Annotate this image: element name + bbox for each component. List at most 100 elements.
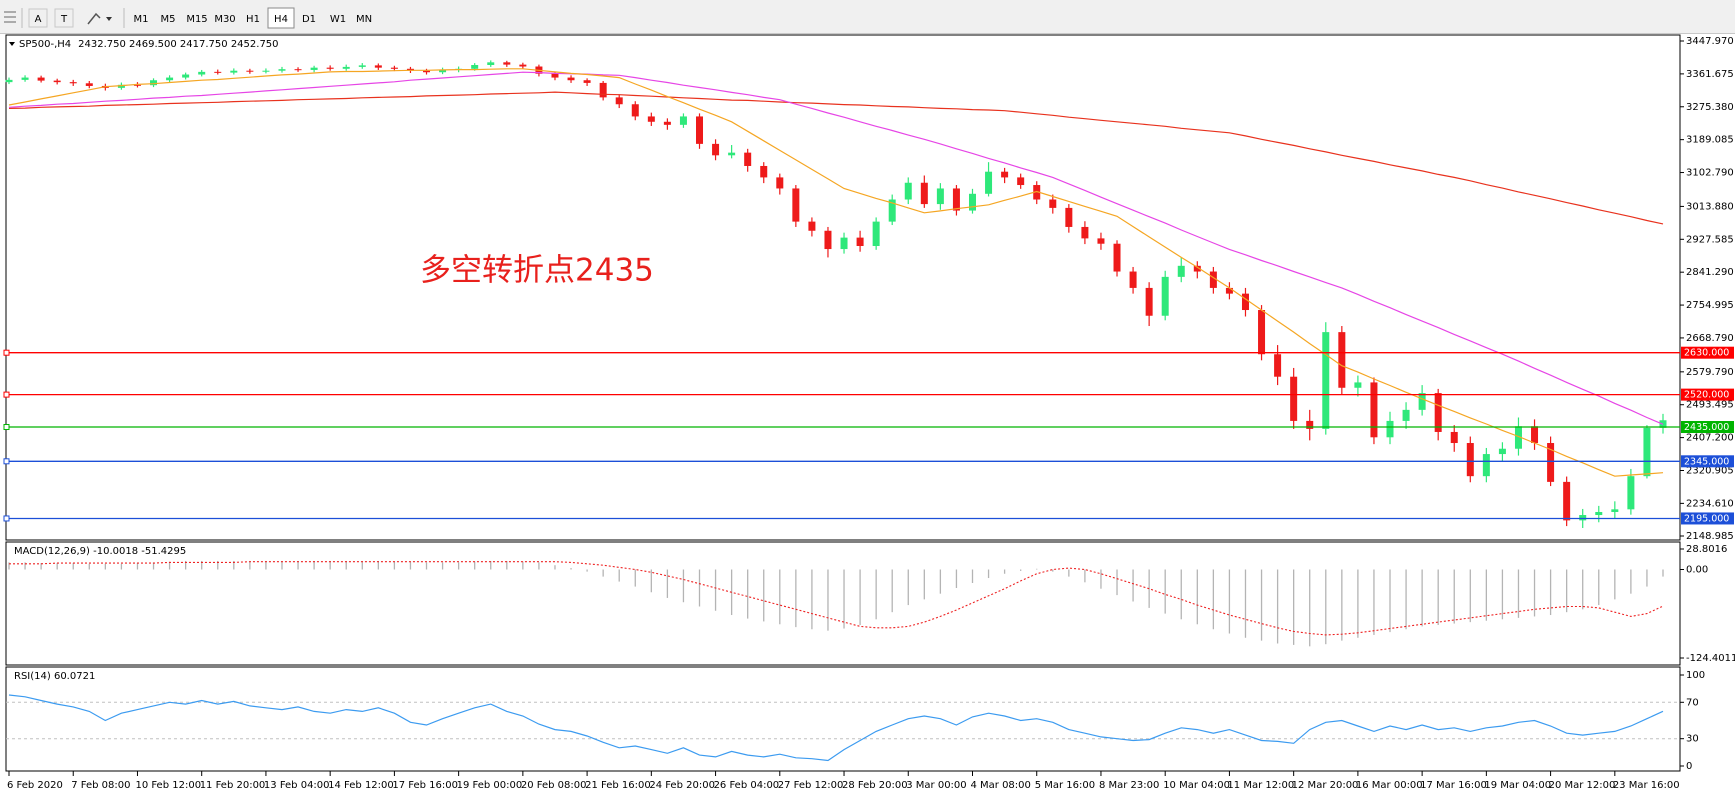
- tool-label[interactable]: T: [60, 14, 68, 25]
- level-marker: [3, 391, 10, 398]
- candle-body: [952, 188, 960, 211]
- draw-tool-icon[interactable]: [87, 12, 101, 25]
- moving-average: [8, 91, 1664, 225]
- dropdown-icon[interactable]: [106, 17, 112, 21]
- candle-body: [278, 69, 286, 71]
- x-tick-label: 24 Feb 20:00: [649, 780, 715, 791]
- candle-body: [1627, 476, 1635, 510]
- x-tick-label: 7 Feb 08:00: [71, 780, 130, 791]
- y-tick-label: 3102.790: [1686, 168, 1734, 179]
- timeframe-label[interactable]: M30: [214, 14, 235, 25]
- toolbar-icons: [4, 8, 125, 28]
- candle-body: [423, 70, 431, 73]
- candle-body: [1209, 271, 1217, 288]
- x-tick-label: 5 Mar 16:00: [1035, 780, 1095, 791]
- candle-body: [1354, 382, 1362, 388]
- candle-body: [117, 84, 125, 88]
- candle-body: [567, 77, 575, 81]
- x-tick-label: 11 Feb 20:00: [200, 780, 266, 791]
- candle-body: [1033, 185, 1041, 200]
- y-tick-label: 3361.675: [1686, 69, 1734, 80]
- candle-body: [824, 230, 832, 250]
- timeframe-label[interactable]: M1: [134, 14, 149, 25]
- candle-body: [471, 64, 479, 69]
- candle-body: [262, 70, 270, 72]
- candle-body: [1466, 443, 1474, 477]
- candle-body: [374, 65, 382, 68]
- candle-body: [792, 188, 800, 222]
- candle-body: [679, 116, 687, 125]
- x-tick-label: 4 Mar 08:00: [970, 780, 1030, 791]
- y-tick-label: 2579.790: [1686, 367, 1734, 378]
- x-tick-label: 14 Feb 12:00: [328, 780, 394, 791]
- panel-frame: [5, 541, 1681, 666]
- timeframe-label[interactable]: H1: [246, 14, 260, 25]
- candle-body: [1514, 426, 1522, 449]
- candle-body: [615, 97, 623, 105]
- x-tick-label: 23 Mar 16:00: [1613, 780, 1680, 791]
- level-label: 2345.000: [1684, 456, 1729, 467]
- x-tick-label: 20 Mar 12:00: [1549, 780, 1616, 791]
- y-tick-label: 2668.790: [1686, 333, 1734, 344]
- level-label-box: [1681, 455, 1734, 468]
- candle-body: [326, 67, 334, 69]
- y-tick-label: 2754.995: [1686, 300, 1734, 311]
- level-label: 2520.000: [1684, 390, 1729, 401]
- y-tick-label: 70: [1686, 697, 1699, 708]
- candle-body: [631, 104, 639, 117]
- level-marker: [3, 424, 10, 431]
- candle-body: [1386, 420, 1394, 438]
- level-marker: [3, 458, 10, 465]
- y-tick-label: 2234.610: [1686, 498, 1734, 509]
- x-tick-label: 20 Feb 08:00: [521, 780, 587, 791]
- candle-body: [182, 74, 190, 78]
- candle-body: [69, 82, 77, 84]
- candle-body: [133, 84, 141, 86]
- candle-body: [487, 62, 495, 65]
- candle-body: [888, 199, 896, 222]
- timeframe-label[interactable]: W1: [330, 14, 346, 25]
- y-tick-label: 3189.085: [1686, 135, 1734, 146]
- x-tick-label: 16 Mar 00:00: [1356, 780, 1423, 791]
- candle-body: [5, 79, 13, 83]
- y-tick-label: 3275.380: [1686, 102, 1734, 113]
- x-tick-label: 21 Feb 16:00: [585, 780, 651, 791]
- timeframe-label[interactable]: M15: [186, 14, 207, 25]
- timeframe-label[interactable]: M5: [161, 14, 176, 25]
- candle-body: [551, 73, 559, 78]
- candle-body: [840, 237, 848, 250]
- candle-body: [1274, 354, 1282, 377]
- x-tick-label: 11 Mar 12:00: [1227, 780, 1294, 791]
- timeframe-label[interactable]: D1: [302, 14, 316, 25]
- y-tick-label: 2320.905: [1686, 465, 1734, 476]
- symbol-marker: [9, 42, 15, 46]
- timeframe-button[interactable]: [267, 7, 295, 29]
- timeframe-label[interactable]: H4: [274, 14, 288, 25]
- candle-body: [696, 116, 704, 144]
- tool-label[interactable]: A: [35, 14, 42, 25]
- panel-title: RSI(14) 60.0721: [14, 671, 95, 682]
- candle-body: [503, 62, 511, 65]
- toolbar: [0, 0, 1735, 34]
- timeframe-label[interactable]: MN: [356, 14, 372, 25]
- tool-button[interactable]: [28, 8, 48, 28]
- y-tick-label: 28.8016: [1686, 544, 1727, 555]
- candle-body: [1177, 265, 1185, 277]
- candle-body: [1643, 427, 1651, 477]
- x-tick-label: 19 Mar 04:00: [1484, 780, 1551, 791]
- candle-body: [647, 116, 655, 122]
- y-tick-label: 2407.200: [1686, 433, 1734, 444]
- rsi-line: [8, 694, 1664, 762]
- chart-area: [0, 34, 1735, 794]
- x-tick-label: 17 Mar 16:00: [1420, 780, 1487, 791]
- tool-button[interactable]: [54, 8, 74, 28]
- candle-body: [968, 193, 976, 211]
- panel-title: SP500-,H4: [19, 39, 71, 50]
- candle-body: [920, 182, 928, 205]
- candle-body: [1306, 420, 1314, 429]
- candle-body: [230, 70, 238, 73]
- x-tick-label: 10 Mar 04:00: [1163, 780, 1230, 791]
